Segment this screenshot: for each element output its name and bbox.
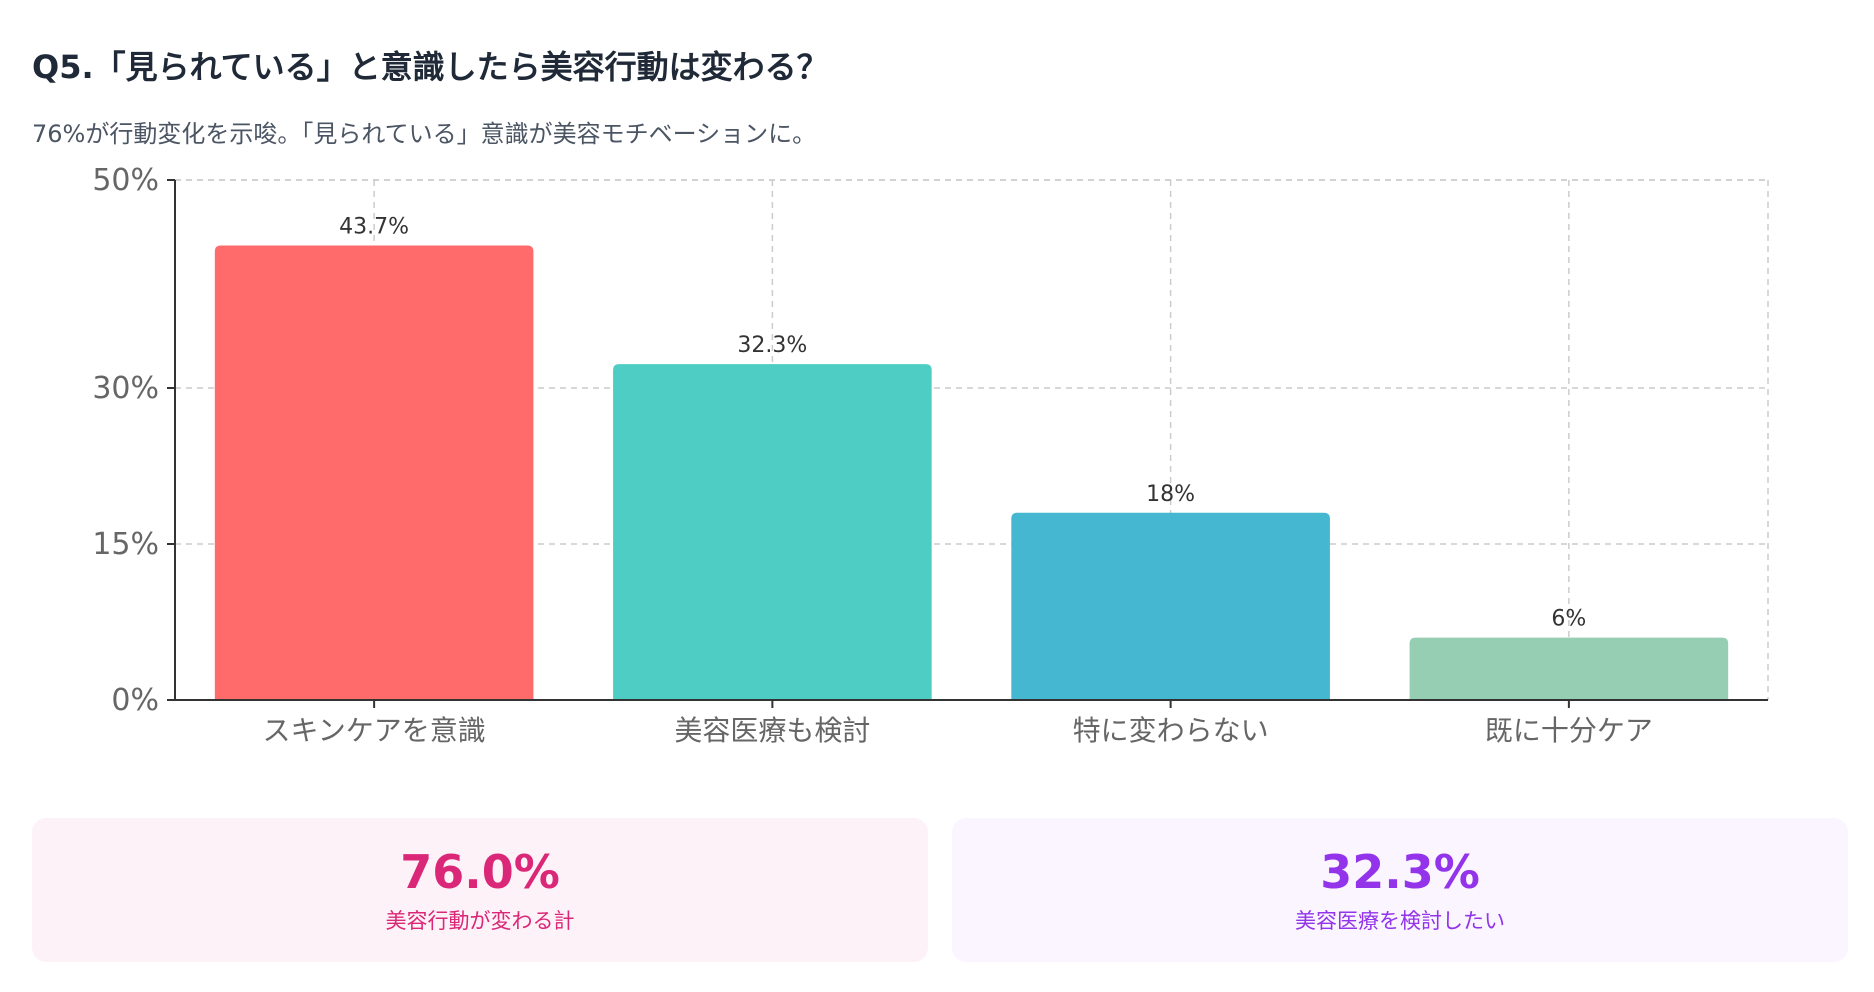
stat-label-behavior-change: 美容行動が変わる計 [385,909,575,933]
data-label-1: 32.3% [737,333,807,358]
bar-3[interactable] [1409,637,1729,700]
stat-card-behavior-change: 76.0% 美容行動が変わる計 [32,818,928,962]
bar-chart: 43.7% スキンケアを意識 32.3% 美容医療も検討 18% 特に変わらない 6% 既に十… [92,163,1769,747]
axes [167,179,1768,708]
category-label-0: スキンケアを意識 [263,714,486,747]
stat-value-cosmetic-medicine: 32.3% [1320,845,1480,899]
bar-1[interactable] [613,364,932,700]
data-label-3: 6% [1551,607,1586,632]
data-label-2: 18% [1146,482,1195,507]
labels: 43.7% スキンケアを意識 32.3% 美容医療も検討 18% 特に変わらない 6% 既に十… [92,163,1653,747]
data-label-0: 43.7% [339,215,409,240]
bar-0[interactable] [214,245,534,700]
stat-label-cosmetic-medicine: 美容医療を検討したい [1295,909,1505,933]
y-tick-label-1: 15% [92,527,159,562]
stat-card-cosmetic-medicine: 32.3% 美容医療を検討したい [952,818,1848,962]
bar-2[interactable] [1011,512,1330,700]
page-title: Q5.「見られている」と意識したら美容行動は変わる？ [32,48,829,86]
y-tick-label-0: 0% [111,683,159,718]
category-label-1: 美容医療も検討 [674,714,870,747]
category-label-2: 特に変わらない [1073,714,1269,747]
page-subtitle: 76%が行動変化を示唆。「見られている」意識が美容モチベーションに。 [32,120,817,148]
y-tick-label-3: 50% [92,163,159,198]
y-tick-label-2: 30% [92,371,159,406]
category-label-3: 既に十分ケア [1485,714,1653,747]
stat-value-behavior-change: 76.0% [400,845,560,899]
bars [214,245,1729,700]
